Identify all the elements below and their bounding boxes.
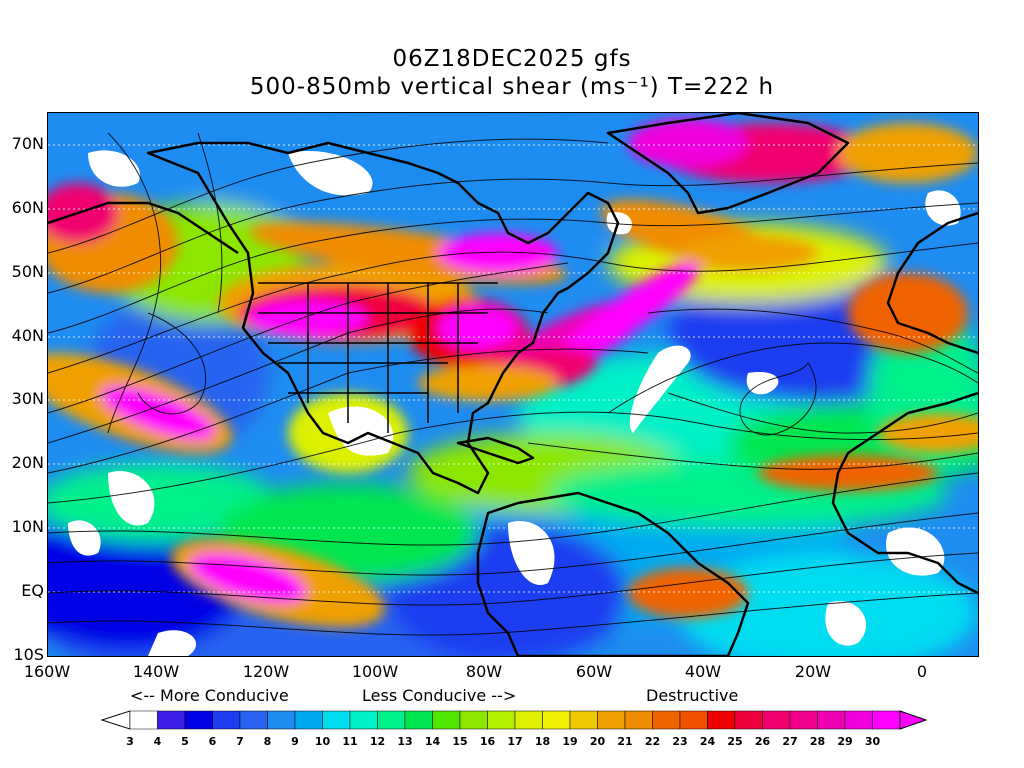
lat-label-50n: 50N: [11, 262, 44, 281]
colorbar-tick-label: 3: [126, 735, 134, 748]
colorbar-swatch: [844, 710, 873, 730]
lon-label-60w: 60W: [575, 662, 613, 681]
colorbar-swatch: [129, 710, 158, 730]
colorbar-tick-label: 24: [700, 735, 716, 748]
colorbar-tick-label: 22: [645, 735, 660, 748]
destructive-label: Destructive: [646, 686, 739, 705]
colorbar-tick-label: 7: [236, 735, 244, 748]
colorbar-tick-label: 12: [370, 735, 385, 748]
lon-label-160w: 160W: [23, 662, 71, 681]
colorbar-swatch: [294, 710, 323, 730]
lon-label-20w: 20W: [794, 662, 832, 681]
lat-label-60n: 60N: [11, 198, 44, 217]
colorbar-swatch: [377, 710, 406, 730]
lat-label-10n: 10N: [11, 517, 44, 536]
colorbar-swatch: [432, 710, 461, 730]
colorbar-swatch: [212, 710, 241, 730]
colorbar-tick-label: 5: [181, 735, 189, 748]
lon-label-40w: 40W: [684, 662, 722, 681]
colorbar-swatch: [157, 710, 186, 730]
chart-subtitle: 500-850mb vertical shear (ms⁻¹) T=222 h: [249, 74, 775, 100]
colorbar-swatch: [569, 710, 598, 730]
colorbar-swatch: [762, 710, 791, 730]
colorbar-tick-label: 20: [590, 735, 606, 748]
colorbar-swatch: [267, 710, 296, 730]
colorbar-swatch: [349, 710, 378, 730]
colorbar-tick-label: 8: [264, 735, 272, 748]
colorbar-swatch: [239, 710, 268, 730]
colorbar-tick-label: 17: [507, 735, 522, 748]
colorbar-swatch: [184, 710, 213, 730]
lon-label-100w: 100W: [351, 662, 399, 681]
map-svg: [48, 113, 978, 656]
colorbar-tick-label: 14: [425, 735, 441, 748]
colorbar-tick-label: 10: [315, 735, 331, 748]
colorbar-tick-label: 9: [291, 735, 299, 748]
colorbar: 3 4 5 6 7 8 9 10 11 12 13 14 15 16 17 18 19 20 21 22 23 24 25 2…: [100, 710, 928, 748]
colorbar-swatch: [542, 710, 571, 730]
colorbar-tick-label: 15: [452, 735, 467, 748]
colorbar-tick-label: 29: [837, 735, 852, 748]
colorbar-tick-label: 30: [865, 735, 881, 748]
colorbar-swatch: [514, 710, 543, 730]
colorbar-swatch: [459, 710, 488, 730]
colorbar-swatch: [597, 710, 626, 730]
colorbar-tick-label: 23: [672, 735, 687, 748]
colorbar-swatch: [487, 710, 516, 730]
lat-label-20n: 20N: [11, 453, 44, 472]
shear-map: [47, 112, 979, 657]
colorbar-swatch: [404, 710, 433, 730]
colorbar-swatch: [789, 710, 818, 730]
lon-label-80w: 80W: [465, 662, 503, 681]
less-conducive-label: Less Conducive -->: [362, 686, 517, 705]
colorbar-tick-label: 27: [782, 735, 797, 748]
colorbar-swatch: [707, 710, 736, 730]
colorbar-tick-label: 13: [397, 735, 412, 748]
colorbar-tick-label: 28: [810, 735, 825, 748]
colorbar-right-arrow: [899, 710, 928, 730]
streamlines: [48, 132, 978, 636]
colorbar-tick-label: 11: [342, 735, 357, 748]
colorbar-swatch: [872, 710, 901, 730]
colorbar-tick-label: 26: [755, 735, 771, 748]
colorbar-swatch: [322, 710, 351, 730]
state-borders: [258, 282, 498, 433]
more-conducive-label: <-- More Conducive: [130, 686, 289, 705]
chart-title: 06Z18DEC2025 gfs: [392, 46, 632, 72]
lon-label-140w: 140W: [132, 662, 180, 681]
grid-lines: [48, 144, 978, 593]
colorbar-tick-label: 19: [562, 735, 577, 748]
colorbar-left-arrow: [100, 710, 131, 730]
colorbar-tick-label: 18: [535, 735, 550, 748]
colorbar-swatch: [734, 710, 763, 730]
lat-label-eq: EQ: [21, 581, 44, 600]
lon-label-120w: 120W: [242, 662, 290, 681]
colorbar-swatch: [624, 710, 653, 730]
colorbar-tick-label: 21: [617, 735, 632, 748]
colorbar-tick-label: 16: [480, 735, 496, 748]
low-shear-patches: [68, 150, 961, 656]
colorbar-swatch: [817, 710, 846, 730]
colorbar-tick-label: 25: [727, 735, 742, 748]
colorbar-swatch: [652, 710, 681, 730]
colorbar-swatch: [679, 710, 708, 730]
colorbar-tick-label: 6: [209, 735, 217, 748]
lat-label-40n: 40N: [11, 326, 44, 345]
lat-label-10s: 10S: [13, 645, 44, 664]
colorbar-tick-label: 4: [154, 735, 162, 748]
lon-label-0: 0: [916, 662, 928, 681]
lat-label-70n: 70N: [11, 134, 44, 153]
lat-label-30n: 30N: [11, 389, 44, 408]
